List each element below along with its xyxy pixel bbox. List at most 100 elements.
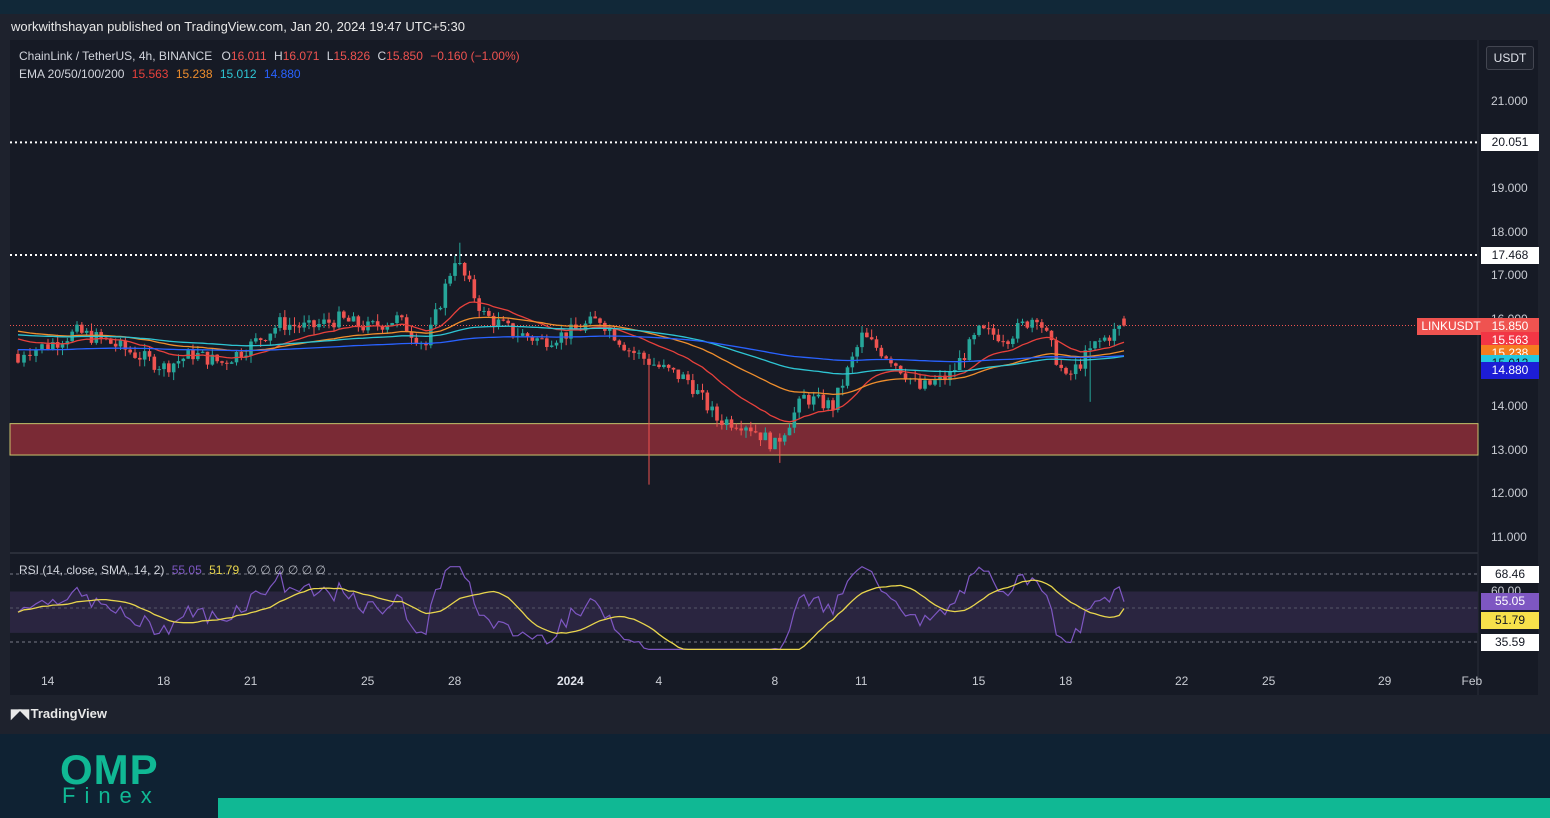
candle-body bbox=[287, 324, 292, 330]
rsi-legend[interactable]: RSI (14, close, SMA, 14, 2) 55.05 51.79 … bbox=[19, 563, 326, 577]
time-tick-label: 18 bbox=[1059, 674, 1073, 688]
support-zone bbox=[9, 423, 1479, 456]
high-label: H bbox=[274, 49, 283, 63]
candle-body bbox=[588, 316, 593, 324]
ema20-tag: 15.563 bbox=[1481, 332, 1539, 350]
candle-body bbox=[181, 358, 186, 362]
candle-body bbox=[414, 337, 419, 344]
candle-body bbox=[1073, 364, 1078, 375]
candle-body bbox=[215, 354, 219, 362]
time-tick-label: 25 bbox=[1262, 674, 1276, 688]
candle-body bbox=[429, 324, 433, 346]
candle-body bbox=[477, 298, 481, 311]
candle-body bbox=[371, 321, 375, 323]
ema20-value: 15.563 bbox=[131, 67, 169, 81]
candle-body bbox=[569, 324, 573, 339]
candle-body bbox=[34, 349, 38, 356]
candle-body bbox=[554, 342, 559, 346]
candle-body bbox=[695, 390, 700, 394]
candle-body bbox=[986, 328, 991, 330]
time-tick-label: 11 bbox=[855, 674, 868, 688]
candle-body bbox=[356, 316, 361, 327]
candle-body bbox=[787, 427, 792, 436]
candle-body bbox=[807, 394, 811, 405]
candle-body bbox=[1054, 340, 1059, 365]
candle-body bbox=[662, 364, 666, 368]
candle-body bbox=[312, 320, 316, 328]
candle-body bbox=[778, 437, 782, 442]
candle-body bbox=[749, 427, 753, 432]
candle-body bbox=[196, 352, 200, 360]
candle-body bbox=[171, 363, 176, 373]
candle-body bbox=[700, 390, 705, 393]
time-tick-label: 22 bbox=[1175, 674, 1189, 688]
candle-body bbox=[1102, 337, 1107, 341]
candle-body bbox=[263, 340, 268, 342]
candle-body bbox=[729, 419, 734, 428]
candle-body bbox=[1001, 341, 1005, 343]
candle-body bbox=[200, 351, 205, 353]
candle-body bbox=[1020, 321, 1025, 324]
resistance-tag: 17.468 bbox=[1481, 246, 1539, 264]
candle-body bbox=[327, 319, 331, 323]
candle-body bbox=[1049, 330, 1054, 341]
candle-body bbox=[593, 316, 597, 319]
candle-body bbox=[400, 315, 404, 318]
rsi-sma-value: 51.79 bbox=[209, 563, 240, 577]
candle-body bbox=[792, 412, 797, 428]
candle-body bbox=[278, 317, 282, 328]
candle-body bbox=[225, 362, 229, 364]
open-label: O bbox=[221, 49, 231, 63]
candle-body bbox=[210, 354, 215, 365]
candle-body bbox=[642, 352, 646, 359]
candle-body bbox=[943, 375, 947, 381]
rsi-empty-values: ∅ ∅ ∅ ∅ ∅ ∅ bbox=[246, 563, 326, 577]
candle-body bbox=[487, 310, 491, 316]
candle-body bbox=[46, 344, 50, 350]
candle-body bbox=[884, 356, 888, 359]
candle-body bbox=[424, 343, 428, 346]
price-tick-label: 19.000 bbox=[1491, 181, 1528, 196]
candle-body bbox=[739, 428, 743, 431]
time-tick-label: 21 bbox=[244, 674, 258, 688]
candle-body bbox=[307, 320, 311, 323]
candle-body bbox=[229, 362, 234, 364]
candle-body bbox=[903, 373, 908, 380]
candle-body bbox=[715, 406, 719, 421]
candle-body bbox=[763, 432, 768, 441]
chart-area[interactable] bbox=[10, 40, 1538, 695]
candle-body bbox=[1059, 364, 1063, 368]
candle-body bbox=[496, 319, 501, 326]
candle-body bbox=[632, 350, 636, 354]
ema-legend[interactable]: EMA 20/50/100/200 15.563 15.238 15.012 1… bbox=[19, 67, 301, 81]
candle-body bbox=[302, 322, 306, 328]
candle-body bbox=[540, 338, 544, 340]
candle-body bbox=[157, 369, 161, 371]
currency-button[interactable]: USDT bbox=[1486, 46, 1534, 70]
candle-body bbox=[60, 344, 65, 348]
candle-body bbox=[258, 338, 263, 341]
time-tick-label: 8 bbox=[771, 674, 779, 688]
candle-body bbox=[16, 353, 20, 363]
candle-body bbox=[928, 380, 932, 385]
tradingview-logo-text: TradingView bbox=[30, 706, 107, 721]
candle-body bbox=[1040, 322, 1044, 328]
time-tick-label: Feb bbox=[1461, 674, 1483, 688]
candle-body bbox=[1117, 325, 1121, 329]
candle-body bbox=[491, 315, 496, 326]
ema200-value: 14.880 bbox=[263, 67, 301, 81]
candle-body bbox=[273, 327, 277, 334]
top-strip bbox=[0, 0, 1550, 14]
candle-body bbox=[865, 332, 869, 338]
candle-body bbox=[850, 356, 855, 368]
candle-body bbox=[244, 355, 248, 357]
candle-body bbox=[535, 338, 539, 341]
candle-body bbox=[627, 350, 631, 352]
candle-body bbox=[686, 374, 690, 381]
candle-body bbox=[564, 332, 568, 339]
candle-body bbox=[666, 364, 671, 368]
resistance-tag: 20.051 bbox=[1481, 134, 1539, 152]
candle-body bbox=[1044, 327, 1049, 331]
candle-body bbox=[845, 367, 850, 386]
